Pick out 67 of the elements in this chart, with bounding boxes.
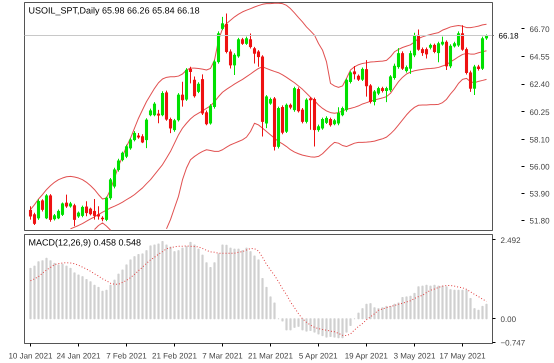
chart-title: USOIL_SPT,Daily 65.98 66.26 65.84 66.18 [28, 6, 200, 16]
candlestick [320, 117, 324, 130]
x-tick-label: 21 Feb 2021 [152, 352, 198, 360]
candlestick [152, 102, 156, 117]
candlestick [72, 203, 76, 227]
candlestick [448, 44, 452, 69]
candlestick [48, 194, 52, 222]
candlestick [60, 202, 64, 216]
candlestick [172, 118, 176, 132]
candlestick [220, 16, 224, 31]
candlestick [444, 40, 448, 71]
chart-title: MACD(12,26,9) 0.458 0.548 [28, 238, 142, 248]
candlestick [64, 194, 68, 208]
candlestick [304, 98, 308, 124]
candlestick [80, 205, 84, 218]
candlestick [400, 50, 404, 71]
candlestick [156, 109, 160, 124]
candlestick [36, 198, 40, 220]
candlestick [84, 200, 88, 217]
candlestick [44, 194, 48, 220]
x-tick-label: 7 Feb 2021 [106, 352, 148, 360]
y-tick-label: 56.00 [530, 162, 550, 172]
candlestick [416, 29, 420, 52]
candlestick [432, 43, 436, 54]
candlestick [196, 82, 200, 94]
candlestick [336, 106, 340, 126]
y-tick-label: 51.80 [530, 216, 550, 226]
y-tick-label: 58.10 [530, 135, 550, 144]
candlestick [192, 76, 196, 98]
candlestick [352, 66, 356, 80]
y-tick-label: 62.40 [530, 80, 550, 90]
candlestick [28, 206, 32, 220]
candlestick [424, 47, 428, 59]
candlestick [252, 46, 256, 64]
candlestick [188, 66, 192, 84]
y-tick-label: −0.747 [500, 338, 526, 348]
candlestick [96, 206, 100, 220]
x-tick-label: 5 Apr 2021 [298, 352, 338, 360]
candlestick [328, 117, 332, 128]
ref-line-label: 66.18 [498, 32, 520, 41]
candlestick [180, 81, 184, 108]
candlestick [308, 96, 312, 130]
x-tick-label: 19 Apr 2021 [344, 352, 388, 360]
x-tick-label: 10 Jan 2021 [8, 352, 54, 360]
y-tick-label: 2.492 [500, 236, 522, 245]
y-tick-label: 64.55 [530, 52, 550, 62]
y-tick-label: 0.00 [500, 314, 517, 324]
x-tick-label: 3 May 2021 [394, 352, 436, 360]
candlestick [456, 30, 460, 48]
x-tick-label: 17 May 2021 [439, 352, 486, 360]
candlestick [92, 198, 96, 220]
candlestick [160, 90, 164, 117]
candlestick [144, 118, 148, 149]
x-tick-label: 21 Mar 2021 [248, 352, 294, 360]
candlestick [32, 212, 36, 226]
x-tick-label: 7 Mar 2021 [202, 352, 244, 360]
candlestick [472, 64, 476, 96]
candlestick [436, 41, 440, 63]
candlestick [292, 86, 296, 112]
y-tick-label: 60.25 [530, 108, 550, 117]
candlestick [372, 89, 376, 106]
y-tick-label: 53.90 [530, 189, 550, 198]
candlestick [40, 198, 44, 212]
candlestick [248, 32, 252, 50]
y-tick-label: 66.70 [530, 24, 550, 34]
x-tick-label: 24 Jan 2021 [56, 352, 102, 360]
candlestick [360, 66, 364, 82]
